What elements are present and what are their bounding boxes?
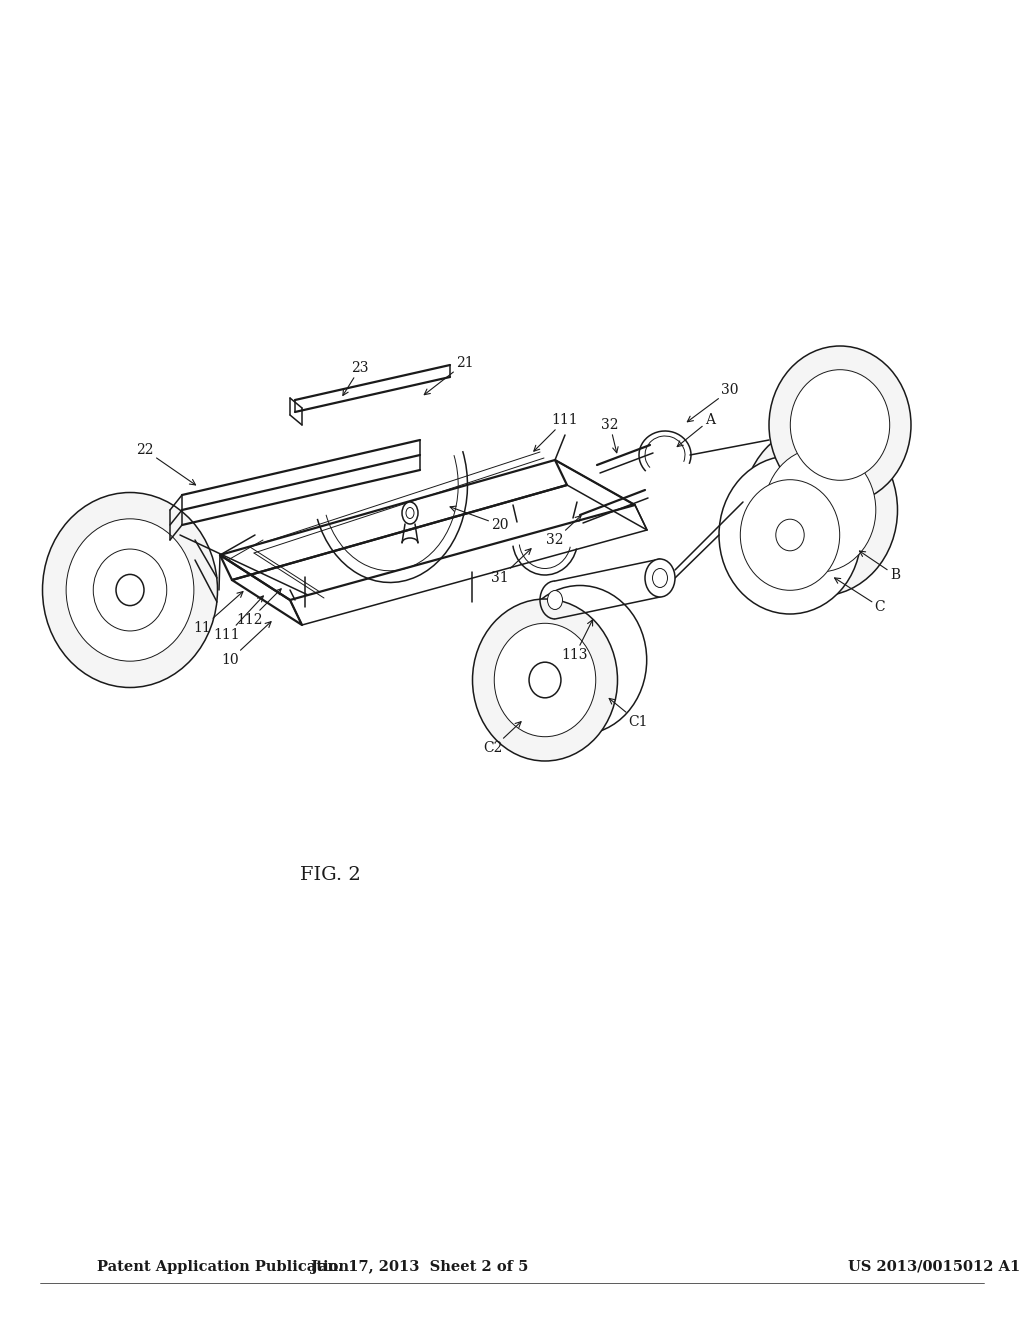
Ellipse shape [776,519,804,550]
Text: 31: 31 [492,549,531,585]
Ellipse shape [406,507,414,519]
Text: C2: C2 [483,722,521,755]
Text: 111: 111 [214,595,263,642]
Ellipse shape [529,663,561,698]
Ellipse shape [764,447,876,572]
Text: 11: 11 [194,591,243,635]
Text: FIG. 2: FIG. 2 [300,866,360,884]
Ellipse shape [43,492,217,688]
Text: Jan. 17, 2013  Sheet 2 of 5: Jan. 17, 2013 Sheet 2 of 5 [311,1259,528,1274]
Text: C1: C1 [609,698,648,729]
Text: US 2013/0015012 A1: US 2013/0015012 A1 [848,1259,1020,1274]
Text: Patent Application Publication: Patent Application Publication [97,1259,349,1274]
Text: B: B [859,550,900,582]
Text: 10: 10 [221,622,271,667]
Ellipse shape [742,424,897,597]
Ellipse shape [402,502,418,524]
Text: 22: 22 [136,444,196,484]
Ellipse shape [652,569,668,587]
Ellipse shape [791,370,890,480]
Text: 30: 30 [687,383,738,422]
Ellipse shape [740,479,840,590]
Ellipse shape [93,549,167,631]
Ellipse shape [719,455,861,614]
Text: 112: 112 [237,589,282,627]
Ellipse shape [769,346,911,504]
Ellipse shape [495,623,596,737]
Text: C: C [835,578,886,614]
Text: 32: 32 [546,516,581,546]
Ellipse shape [472,599,617,762]
Text: 32: 32 [601,418,618,453]
Text: A: A [677,413,715,446]
Ellipse shape [116,574,144,606]
Ellipse shape [645,558,675,597]
Text: 20: 20 [451,506,509,532]
Text: 113: 113 [562,620,593,663]
Text: 111: 111 [534,413,579,451]
Ellipse shape [67,519,194,661]
Text: 23: 23 [343,360,369,396]
Ellipse shape [548,590,562,610]
Text: 21: 21 [424,356,474,395]
